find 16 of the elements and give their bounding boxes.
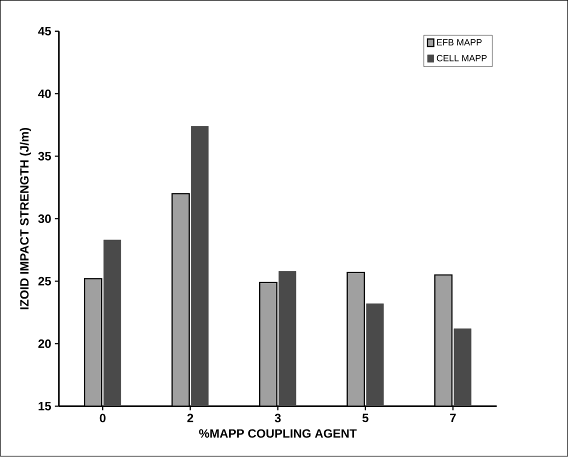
x-tick-label: 3 xyxy=(274,414,281,423)
y-tick-label: 20 xyxy=(38,340,51,348)
x-tick-label: 0 xyxy=(100,414,106,423)
y-tick-label: 40 xyxy=(38,90,51,98)
legend-label: CELL MAPP xyxy=(436,55,487,62)
y-tick-label: 35 xyxy=(38,152,51,161)
y-tick-label: 25 xyxy=(38,277,51,286)
y-tick-label: 30 xyxy=(38,214,51,224)
y-tick-label: 45 xyxy=(38,27,51,36)
y-tick-label: 15 xyxy=(38,402,51,411)
x-tick-label: 7 xyxy=(450,414,456,422)
x-tick-label: 2 xyxy=(187,414,194,422)
y-axis-title: IZOID IMPACT STRENGTH (J/m) xyxy=(20,128,32,310)
x-axis-title: %MAPP COUPLING AGENT xyxy=(199,429,357,438)
x-tick-label: 5 xyxy=(362,414,368,422)
legend-label: EFB MAPP xyxy=(437,39,482,46)
